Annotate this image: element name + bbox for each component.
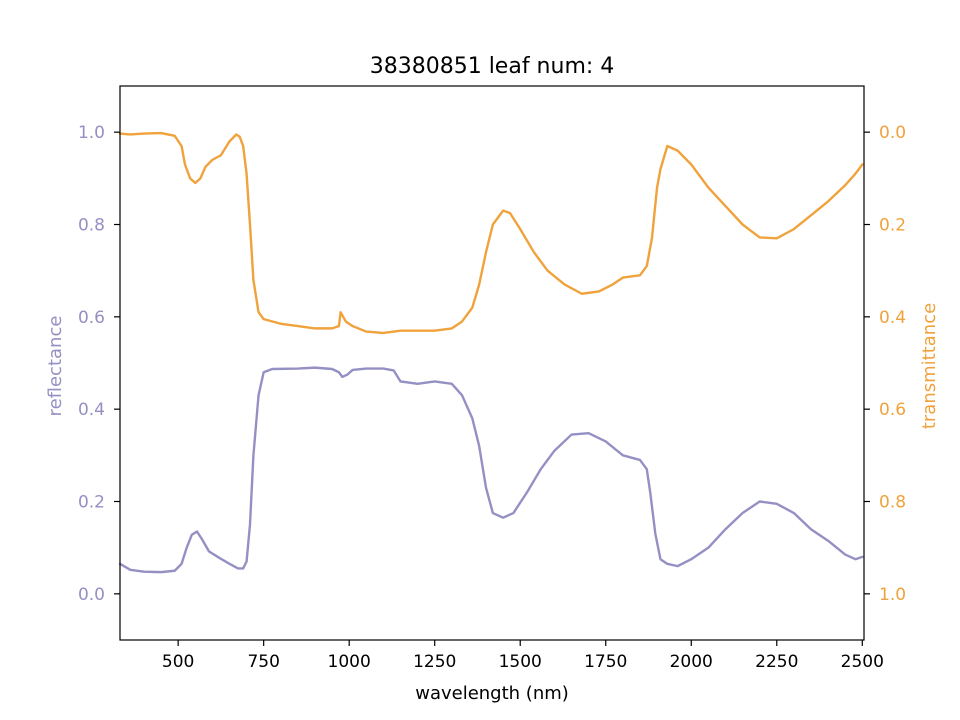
y-right-tick-label: 0.4 xyxy=(879,308,906,328)
y-left-tick-label: 0.6 xyxy=(78,308,105,328)
y-left-tick-label: 0.0 xyxy=(78,585,105,605)
plot-frame xyxy=(119,85,865,641)
plot-lines xyxy=(118,131,864,574)
x-tick-label: 1000 xyxy=(328,652,371,672)
x-tick-label: 2500 xyxy=(841,652,884,672)
x-tick-label: 500 xyxy=(162,652,194,672)
y-left-tick-label: 0.8 xyxy=(78,216,105,236)
y-axis-right: 0.0 0.2 0.4 0.6 0.8 1.0 xyxy=(864,123,906,605)
y-axis-left: 0.0 0.2 0.4 0.6 0.8 1.0 xyxy=(78,123,120,605)
x-tick-label: 2000 xyxy=(670,652,713,672)
x-tick-label: 750 xyxy=(247,652,279,672)
y-right-tick-label: 0.8 xyxy=(879,493,906,513)
y-axis-right-label: transmittance xyxy=(919,303,940,429)
x-axis: 500 750 1000 1250 1500 1750 2000 2250 2500 xyxy=(162,640,884,672)
x-axis-label: wavelength (nm) xyxy=(415,683,569,704)
x-tick-label: 2250 xyxy=(755,652,798,672)
y-right-tick-label: 0.6 xyxy=(879,400,906,420)
y-left-tick-label: 0.2 xyxy=(78,493,105,513)
y-right-tick-label: 1.0 xyxy=(879,585,906,605)
series-line-reflectance xyxy=(118,366,864,574)
x-tick-label: 1250 xyxy=(413,652,456,672)
y-left-tick-label: 1.0 xyxy=(78,123,105,143)
y-right-tick-label: 0.2 xyxy=(879,216,906,236)
y-right-tick-label: 0.0 xyxy=(879,123,906,143)
x-tick-label: 1500 xyxy=(499,652,542,672)
y-axis-left-label: reflectance xyxy=(45,316,66,417)
chart-title: 38380851 leaf num: 4 xyxy=(370,54,615,79)
y-left-tick-label: 0.4 xyxy=(78,400,105,420)
x-tick-label: 1750 xyxy=(584,652,627,672)
series-line-transmittance xyxy=(118,131,864,335)
